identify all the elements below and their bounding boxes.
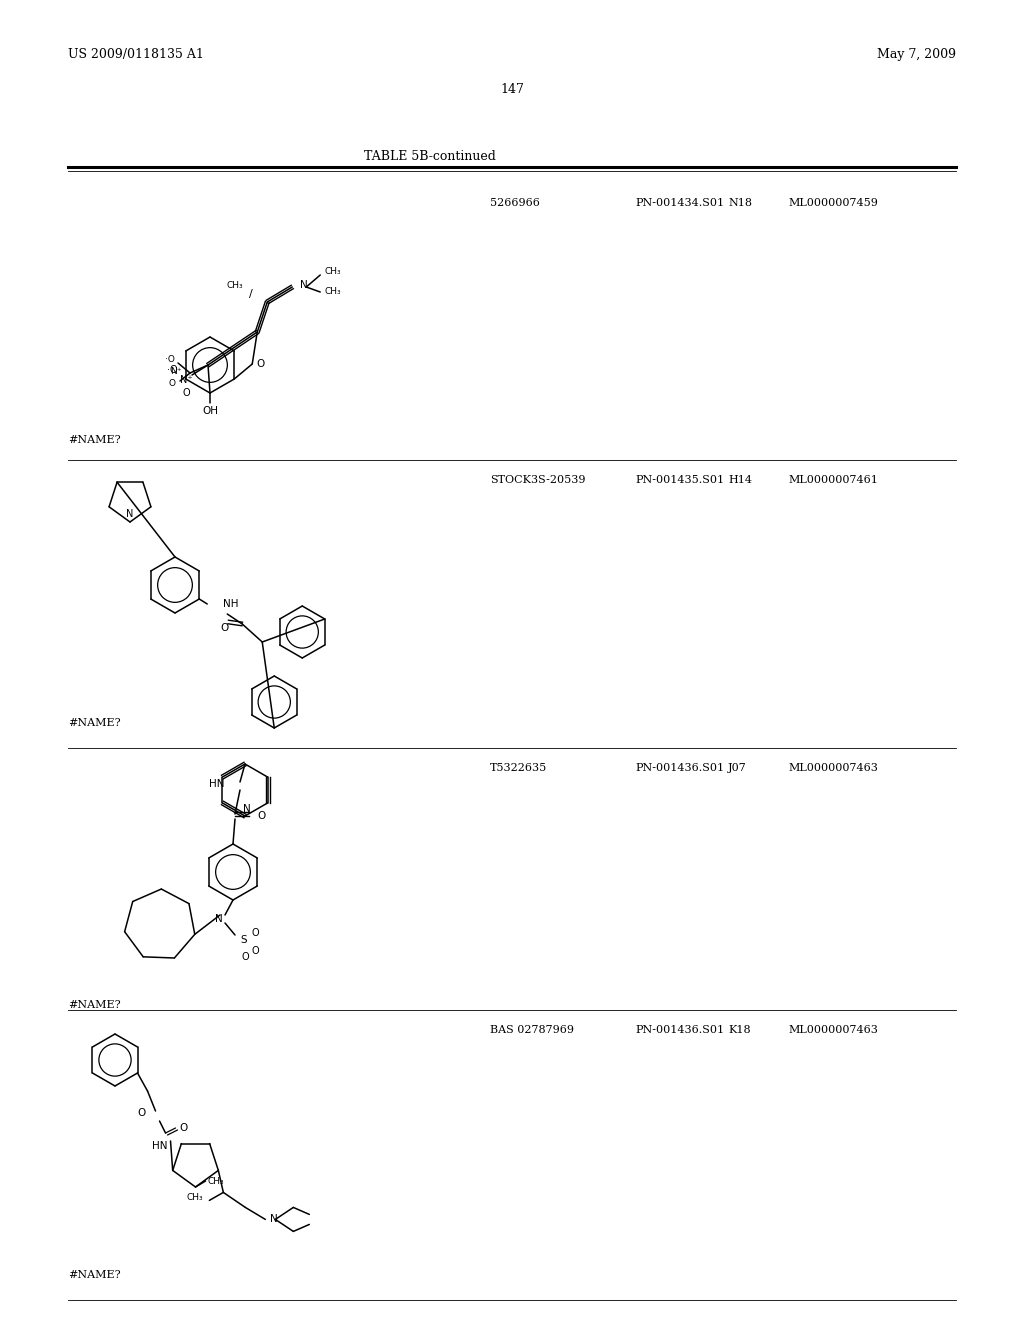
- Text: S: S: [240, 935, 247, 945]
- Text: 5266966: 5266966: [490, 198, 540, 209]
- Text: #NAME?: #NAME?: [68, 1270, 121, 1280]
- Text: #NAME?: #NAME?: [68, 436, 121, 445]
- Text: J07: J07: [728, 763, 746, 774]
- Text: O: O: [242, 952, 249, 962]
- Text: 147: 147: [500, 83, 524, 96]
- Text: CH₃: CH₃: [325, 267, 341, 276]
- Text: ·O: ·O: [167, 366, 178, 375]
- Text: May 7, 2009: May 7, 2009: [877, 48, 956, 61]
- Text: O: O: [256, 359, 264, 370]
- Text: N: N: [270, 1214, 279, 1225]
- Text: O: O: [179, 1123, 187, 1133]
- Text: N: N: [215, 913, 223, 924]
- Text: O: O: [182, 388, 189, 399]
- Text: PN-001436.S01: PN-001436.S01: [635, 763, 724, 774]
- Text: PN-001435.S01: PN-001435.S01: [635, 475, 724, 484]
- Text: ML0000007459: ML0000007459: [788, 198, 878, 209]
- Text: HN: HN: [152, 1140, 167, 1151]
- Text: T5322635: T5322635: [490, 763, 547, 774]
- Text: H14: H14: [728, 475, 752, 484]
- Text: NH: NH: [223, 599, 239, 609]
- Text: #NAME?: #NAME?: [68, 718, 121, 729]
- Text: N18: N18: [728, 198, 752, 209]
- Text: STOCK3S-20539: STOCK3S-20539: [490, 475, 586, 484]
- Text: N: N: [300, 280, 308, 290]
- Text: CH₃: CH₃: [226, 281, 244, 290]
- Text: ·O: ·O: [165, 355, 175, 363]
- Text: #NAME?: #NAME?: [68, 1001, 121, 1010]
- Text: PN-001436.S01: PN-001436.S01: [635, 1026, 724, 1035]
- Text: ML0000007463: ML0000007463: [788, 1026, 878, 1035]
- Text: O: O: [257, 810, 265, 821]
- Text: N: N: [243, 804, 251, 814]
- Text: N⁺: N⁺: [179, 375, 193, 385]
- Text: O: O: [251, 946, 259, 956]
- Text: O: O: [169, 379, 175, 388]
- Text: US 2009/0118135 A1: US 2009/0118135 A1: [68, 48, 204, 61]
- Text: CH₃: CH₃: [186, 1193, 204, 1203]
- Text: BAS 02787969: BAS 02787969: [490, 1026, 574, 1035]
- Text: CH₃: CH₃: [208, 1176, 224, 1185]
- Text: O: O: [137, 1107, 145, 1118]
- Text: CH₃: CH₃: [325, 288, 341, 297]
- Text: ML0000007463: ML0000007463: [788, 763, 878, 774]
- Text: PN-001434.S01: PN-001434.S01: [635, 198, 724, 209]
- Text: N: N: [126, 510, 134, 519]
- Text: K18: K18: [728, 1026, 751, 1035]
- Text: O: O: [251, 928, 259, 939]
- Text: N⁺: N⁺: [171, 367, 182, 375]
- Text: TABLE 5B-continued: TABLE 5B-continued: [365, 150, 496, 162]
- Text: /: /: [250, 289, 253, 300]
- Text: ML0000007461: ML0000007461: [788, 475, 878, 484]
- Text: OH: OH: [202, 407, 218, 416]
- Text: HN: HN: [210, 779, 225, 789]
- Text: O: O: [220, 623, 228, 634]
